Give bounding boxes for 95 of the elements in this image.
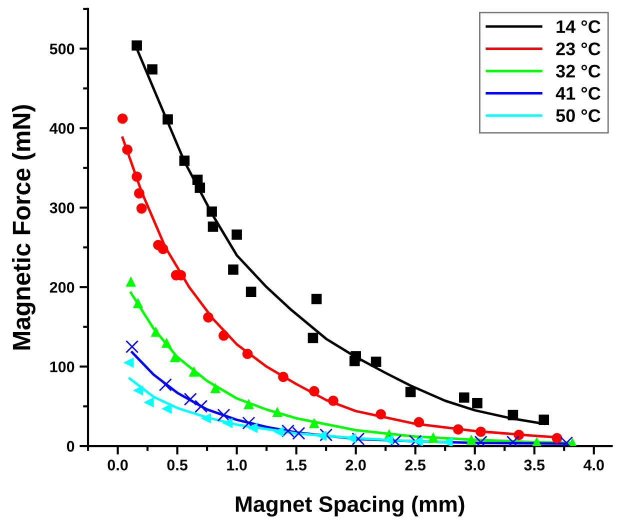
point xyxy=(316,430,326,441)
point xyxy=(272,406,282,418)
point xyxy=(122,144,132,155)
point xyxy=(552,432,562,444)
point xyxy=(320,428,333,442)
point xyxy=(466,434,476,445)
point xyxy=(472,398,482,408)
point xyxy=(506,436,520,446)
point xyxy=(311,294,322,304)
point xyxy=(508,410,518,420)
point xyxy=(200,413,211,424)
point xyxy=(134,188,144,198)
point xyxy=(244,398,254,410)
point xyxy=(132,171,142,182)
point xyxy=(161,404,172,414)
point xyxy=(328,396,338,406)
legend-label: 50 °C xyxy=(556,109,600,122)
point xyxy=(132,40,142,51)
x-tick-label: 2.5 xyxy=(405,460,426,470)
point xyxy=(352,432,365,446)
point xyxy=(208,222,218,232)
point xyxy=(453,424,464,435)
x-tick-label: 0.5 xyxy=(167,460,188,470)
point xyxy=(246,286,256,298)
point xyxy=(346,432,356,444)
x-tick-label: 3.5 xyxy=(524,460,545,470)
point xyxy=(150,326,162,337)
y-tick-label: 100 xyxy=(50,361,74,372)
point xyxy=(218,330,229,341)
point xyxy=(538,414,550,425)
y-tick-label: 0 xyxy=(66,440,74,452)
point xyxy=(309,386,320,396)
point xyxy=(370,356,382,367)
point xyxy=(123,357,134,368)
y-tick-label: 200 xyxy=(50,282,74,293)
point xyxy=(408,434,422,446)
point xyxy=(242,416,256,430)
point xyxy=(179,156,190,166)
point xyxy=(476,426,486,437)
legend-label: 14 °C xyxy=(556,20,600,34)
y-tick-label: 500 xyxy=(50,44,74,54)
point xyxy=(132,385,144,396)
point xyxy=(458,392,470,403)
point xyxy=(376,409,386,420)
point xyxy=(147,64,158,74)
point xyxy=(170,352,180,362)
point xyxy=(273,426,284,437)
point xyxy=(388,434,402,446)
point xyxy=(126,276,136,287)
point xyxy=(247,422,258,433)
y-tick-label: 400 xyxy=(50,123,74,134)
point xyxy=(222,418,232,428)
point xyxy=(428,432,438,442)
point xyxy=(308,332,318,344)
legend-label: 41 °C xyxy=(556,86,600,100)
point xyxy=(194,182,206,193)
point xyxy=(158,244,168,254)
point xyxy=(382,434,394,445)
point xyxy=(194,400,208,413)
x-tick-label: 2.0 xyxy=(346,460,366,470)
point xyxy=(188,366,200,376)
legend-label: 23 °C xyxy=(556,42,600,56)
point xyxy=(162,114,173,125)
x-tick-label: 1.5 xyxy=(286,460,307,470)
x-tick-label: 0.0 xyxy=(108,460,128,470)
point xyxy=(144,397,154,408)
point xyxy=(350,351,361,362)
point xyxy=(206,206,217,217)
point xyxy=(132,298,144,308)
point xyxy=(405,386,416,398)
x-tick-label: 1.0 xyxy=(227,460,247,470)
point xyxy=(309,418,320,428)
point xyxy=(414,417,424,428)
point xyxy=(217,408,230,422)
x-axis-title: Magnet Spacing (mm) xyxy=(236,496,464,517)
point xyxy=(210,382,221,394)
point xyxy=(514,430,524,440)
point xyxy=(242,348,253,360)
point xyxy=(474,436,488,446)
point xyxy=(126,340,139,354)
y-tick-label: 300 xyxy=(50,202,74,214)
point xyxy=(203,312,214,322)
x-tick-label: 3.0 xyxy=(464,460,485,470)
point xyxy=(184,392,197,406)
point xyxy=(161,338,172,348)
legend-label: 32 °C xyxy=(556,64,600,78)
point xyxy=(117,113,128,124)
point xyxy=(136,203,147,214)
y-axis-title: Magnetic Force (mN) xyxy=(12,105,36,350)
point xyxy=(232,229,242,240)
point xyxy=(158,378,172,392)
point xyxy=(228,264,238,275)
x-tick-label: 4.0 xyxy=(583,460,604,470)
point xyxy=(278,372,288,382)
point xyxy=(412,436,423,446)
